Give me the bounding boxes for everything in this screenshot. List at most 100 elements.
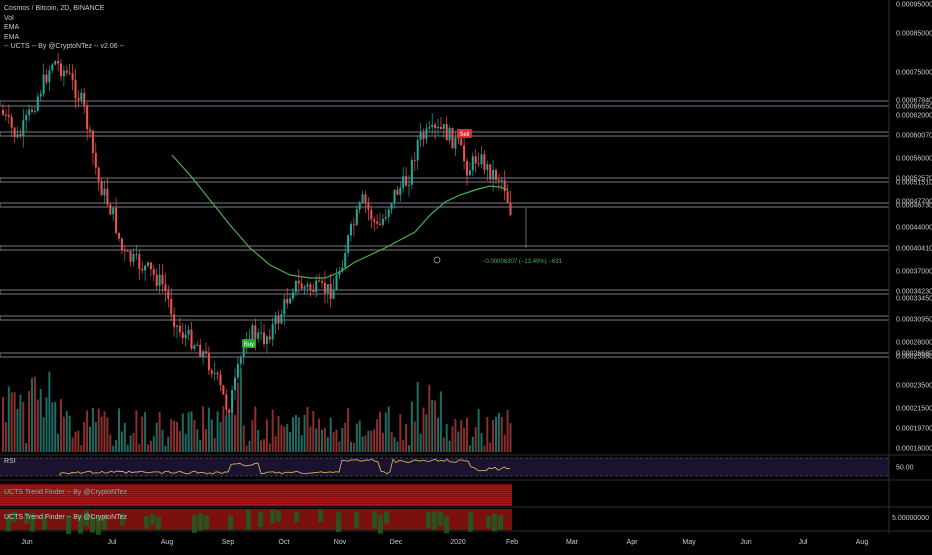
candle-body	[167, 291, 170, 300]
candle-body	[347, 235, 350, 253]
volume-bar	[164, 445, 167, 452]
sell-signal-badge	[457, 129, 472, 138]
candle-body	[506, 191, 509, 203]
candle-body	[495, 169, 497, 180]
alarm-icon	[433, 256, 441, 264]
candle-body	[350, 224, 352, 236]
candle-body	[318, 280, 321, 282]
price-tick-label: 0.00085000	[896, 31, 932, 38]
volume-bar	[326, 437, 329, 452]
price-tick-label: 0.00095000	[896, 2, 932, 9]
price-tick-label: 0.00018000	[896, 446, 932, 453]
price-tick-label: 0.00056000	[896, 156, 932, 163]
rsi-band	[0, 458, 889, 476]
candle-body	[89, 129, 91, 131]
volume-bar	[167, 436, 170, 452]
trend-finder-2-block	[486, 516, 491, 528]
level-band	[0, 202, 890, 208]
volume-bar	[271, 409, 274, 452]
symbol-title[interactable]: Cosmos / Bitcoin, 2D, BINANCE	[4, 5, 105, 12]
legend-volume[interactable]: Vol	[4, 14, 14, 22]
candle-body	[468, 170, 471, 176]
volume-bar	[254, 406, 257, 452]
price-tick-label: 0.00023500	[896, 383, 932, 390]
candle-body	[379, 223, 381, 225]
time-axis: Jun Jul Aug Sep Oct Nov Dec 2020 Feb Mar Apr May Jun…	[21, 539, 868, 546]
candle-body	[480, 154, 483, 165]
volume-bar	[13, 392, 16, 452]
trend-finder-2-label[interactable]: UCTS Trend Finder -- By @CryptoNTez	[4, 514, 128, 521]
trend-finder-2-block	[192, 514, 197, 533]
candle-body	[68, 72, 71, 74]
candle-body	[387, 209, 390, 218]
candle-body	[126, 251, 129, 253]
volume-bar	[77, 430, 80, 452]
candle-body	[300, 283, 303, 289]
trend-finder-2-block	[144, 515, 149, 529]
trend-finder-1-label[interactable]: UCTS Trend Finder -- By @CryptoNTez	[4, 489, 128, 496]
volume-bar	[442, 437, 445, 452]
rsi-pane-label[interactable]: RSI	[4, 458, 16, 465]
volume-bar	[318, 418, 321, 452]
price-tick-label-partial: 0.00062000	[896, 113, 932, 120]
volume-bar	[495, 416, 497, 452]
candle-body	[178, 325, 181, 333]
candle-body	[381, 218, 384, 225]
candle-body	[335, 275, 338, 290]
legend-ema-2[interactable]: EMA	[4, 33, 20, 41]
candle-body	[263, 332, 265, 345]
candle-body	[225, 394, 228, 410]
candle-body	[13, 127, 16, 138]
candle-body	[2, 110, 4, 115]
volume-bar	[123, 423, 126, 452]
volume-bar	[213, 438, 216, 452]
candle-body	[410, 159, 413, 185]
trend-finder-2-block	[372, 511, 377, 529]
legend-ucts[interactable]: -- UCTS -- By @CryptoNTez -- v2.06 --	[4, 43, 125, 50]
candle-body	[234, 377, 236, 391]
legend-ema-1[interactable]: EMA	[4, 24, 20, 31]
volume-bar	[486, 416, 489, 452]
volume-bar	[306, 406, 309, 452]
volume-bar	[57, 433, 60, 452]
time-tick-label: Mar	[566, 539, 579, 546]
candle-body	[31, 109, 33, 112]
candle-body	[439, 127, 442, 129]
volume-bar	[132, 433, 135, 452]
time-tick-label: Jul	[799, 539, 808, 546]
volume-bar	[294, 414, 297, 452]
trend-finder-2-block	[120, 513, 125, 526]
candle-body	[170, 299, 173, 315]
candle-body	[454, 137, 457, 149]
candle-body	[65, 70, 68, 73]
candle-body	[390, 203, 393, 210]
trend-finder-2-block	[492, 513, 497, 532]
time-tick-label: Nov	[334, 539, 347, 546]
price-tick-label: 0.00060070	[896, 133, 932, 140]
volume-bar	[216, 411, 219, 452]
volume-bar	[277, 415, 280, 452]
volume-bar	[31, 378, 33, 452]
candle-body	[280, 314, 283, 324]
trend-finder-2-block	[30, 513, 35, 532]
volume-bar	[477, 408, 480, 452]
volume-bar	[373, 429, 376, 452]
candle-body	[393, 189, 396, 204]
volume-bar	[68, 415, 71, 452]
chart-legend: Cosmos / Bitcoin, 2D, BINANCE Vol EMA EM…	[4, 4, 124, 52]
sell-signal-label: Sell	[459, 132, 469, 138]
time-tick-label: Jun	[21, 539, 32, 546]
trend-finder-2-block	[150, 513, 155, 525]
candle-body	[500, 180, 503, 182]
candle-body	[216, 372, 219, 375]
volume-bar	[248, 440, 251, 452]
volume-bar	[289, 432, 292, 452]
volume-bar	[347, 407, 350, 452]
volume-bar	[25, 443, 28, 452]
volume-bar	[106, 417, 109, 452]
candles	[2, 53, 512, 418]
rsi-axis-value: 50.00	[896, 465, 914, 472]
volume-bar	[4, 422, 7, 452]
